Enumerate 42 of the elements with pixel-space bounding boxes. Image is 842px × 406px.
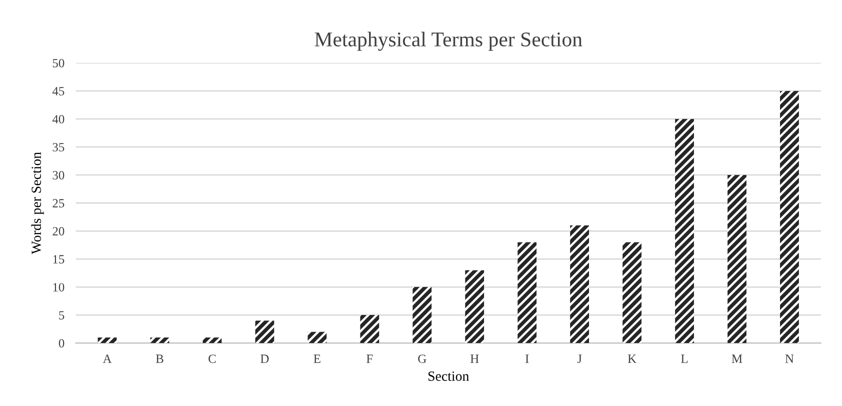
x-tick-label: M bbox=[732, 354, 742, 363]
x-tick-label: F bbox=[366, 354, 373, 363]
bar bbox=[202, 337, 222, 344]
x-tick-label: I bbox=[525, 354, 529, 363]
bar bbox=[255, 320, 274, 344]
bar bbox=[780, 90, 799, 344]
y-tick-label: 30 bbox=[52, 171, 64, 180]
y-tick-label: 20 bbox=[52, 227, 64, 236]
y-tick-label: 0 bbox=[58, 339, 64, 348]
bar bbox=[98, 337, 117, 344]
x-tick-label: B bbox=[156, 354, 164, 363]
bar bbox=[360, 315, 380, 344]
x-tick-label: J bbox=[577, 354, 582, 363]
y-axis-title: Words per Section bbox=[31, 152, 44, 254]
bar bbox=[150, 337, 170, 344]
y-tick-label: 15 bbox=[53, 255, 64, 264]
x-tick-label: L bbox=[681, 354, 688, 363]
bar bbox=[308, 332, 327, 344]
bar bbox=[465, 270, 484, 344]
y-tick-label: 35 bbox=[52, 143, 64, 152]
y-tick-label: 10 bbox=[53, 283, 64, 292]
x-tick-label: E bbox=[314, 354, 320, 363]
chart-title: Metaphysical Terms per Section bbox=[314, 32, 582, 51]
y-tick-label: 40 bbox=[52, 114, 64, 124]
bar bbox=[675, 118, 694, 344]
y-tick-label: 50 bbox=[52, 58, 64, 68]
x-tick-label: C bbox=[208, 354, 216, 363]
bar bbox=[518, 242, 537, 344]
bar bbox=[570, 225, 590, 344]
y-tick-label: 45 bbox=[52, 87, 64, 96]
bar bbox=[622, 242, 642, 344]
x-tick-label: D bbox=[260, 354, 269, 363]
y-tick-label: 25 bbox=[52, 199, 64, 208]
x-tick-label: H bbox=[470, 354, 479, 363]
x-axis-title: Section bbox=[428, 372, 469, 381]
x-tick-label: K bbox=[628, 354, 636, 363]
bar bbox=[412, 287, 432, 344]
y-tick-label: 5 bbox=[59, 311, 64, 320]
bar bbox=[728, 174, 746, 344]
x-tick-label: N bbox=[785, 354, 794, 363]
x-tick-label: G bbox=[418, 354, 426, 363]
x-tick-label: A bbox=[102, 354, 112, 363]
